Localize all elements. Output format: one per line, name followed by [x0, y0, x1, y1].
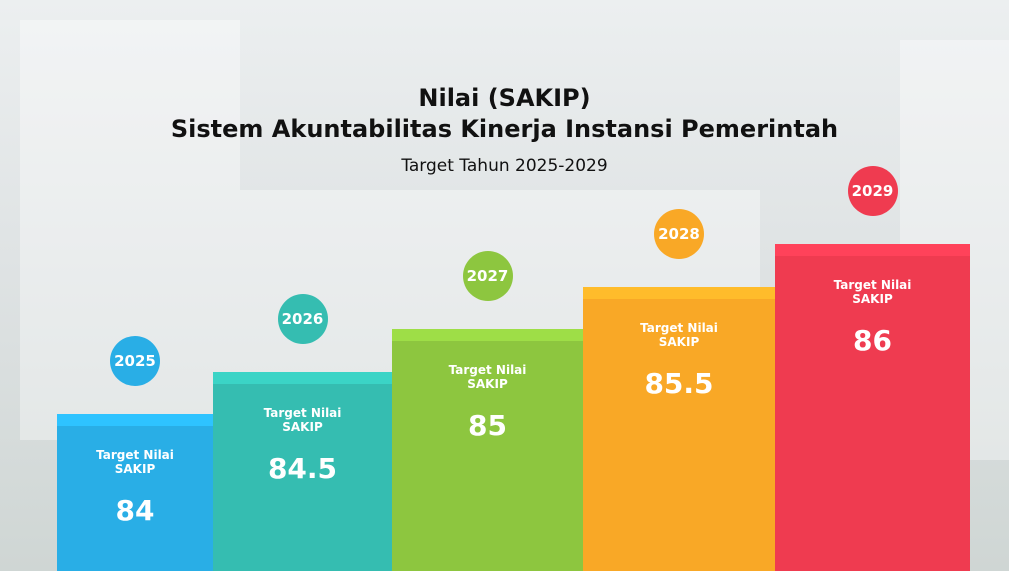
bar-label: Target Nilai SAKIP	[448, 363, 528, 391]
bar-label: Target Nilai SAKIP	[95, 448, 175, 476]
bar-top	[57, 414, 213, 426]
value-label: 84.5	[213, 452, 392, 485]
value-label: 85	[392, 409, 583, 442]
bar: Target Nilai SAKIP 86	[775, 256, 970, 571]
bar-top	[775, 244, 970, 256]
infographic: Nilai (SAKIP) Sistem Akuntabilitas Kiner…	[0, 0, 1009, 571]
year-badge: 2025	[110, 336, 160, 386]
bar-label: Target Nilai SAKIP	[833, 278, 913, 306]
value-label: 84	[57, 494, 213, 527]
bar-label: Target Nilai SAKIP	[639, 321, 719, 349]
bar-top	[392, 329, 583, 341]
bar-top	[583, 287, 775, 299]
chart-subtitle: Sistem Akuntabilitas Kinerja Instansi Pe…	[0, 115, 1009, 143]
bar: Target Nilai SAKIP 85.5	[583, 299, 775, 571]
year-badge: 2028	[654, 209, 704, 259]
year-badge: 2026	[278, 294, 328, 344]
year-badge: 2029	[848, 166, 898, 216]
bar: Target Nilai SAKIP 84.5	[213, 384, 392, 571]
year-badge: 2027	[463, 251, 513, 301]
value-label: 86	[775, 324, 970, 357]
bar-label: Target Nilai SAKIP	[263, 406, 343, 434]
bar: Target Nilai SAKIP 84	[57, 426, 213, 571]
bar: Target Nilai SAKIP 85	[392, 341, 583, 571]
bar-top	[213, 372, 392, 384]
value-label: 85.5	[583, 367, 775, 400]
chart-title: Nilai (SAKIP)	[0, 84, 1009, 112]
